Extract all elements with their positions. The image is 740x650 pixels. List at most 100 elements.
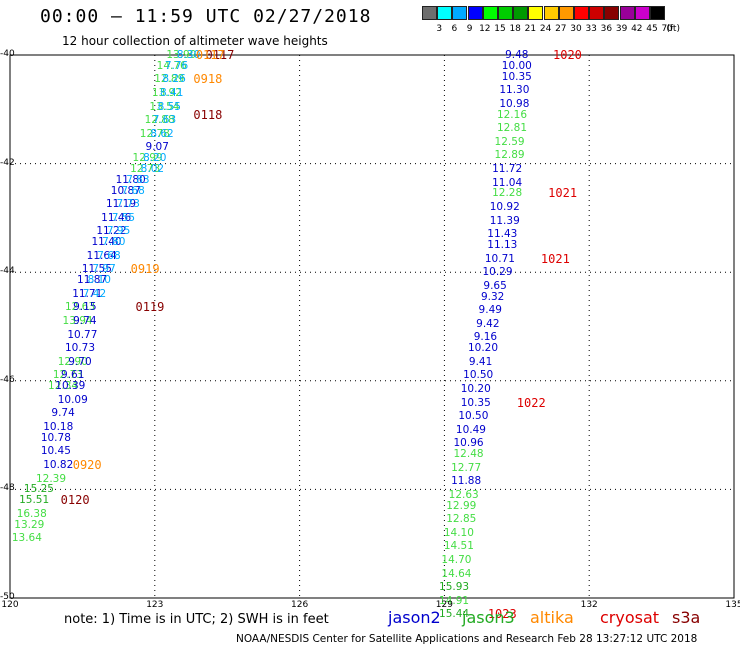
wave-height-label: 10.73 bbox=[64, 341, 96, 354]
note-text: note: 1) Time is in UTC; 2) SWH is in fe… bbox=[64, 612, 329, 627]
wave-height-label: 11.64 bbox=[86, 249, 117, 262]
colorbar-unit: (ft) bbox=[666, 24, 680, 34]
wave-height-label: 11.87 bbox=[77, 274, 108, 287]
wave-height-label: 8.26 bbox=[162, 73, 186, 86]
wave-height-label: 12.81 bbox=[496, 122, 527, 135]
pass-time-label: 1020 bbox=[553, 48, 582, 62]
wave-height-label: 7.63 bbox=[152, 113, 177, 126]
colorbar-label: 42 bbox=[631, 24, 643, 34]
colorbar-swatch bbox=[574, 6, 589, 20]
wave-height-label: 11.04 bbox=[492, 176, 523, 189]
wave-height-map: 13.99 8.30 14.76 7.76 12.89 8.26 13.92 8.41 13.5… bbox=[10, 49, 734, 620]
wave-height-label: 10.87 bbox=[110, 184, 141, 197]
wave-height-label: 12.89 bbox=[154, 73, 185, 86]
legend-jason2: jason2 bbox=[388, 608, 441, 627]
wave-height-label: 8.20 bbox=[143, 151, 167, 164]
map-frame bbox=[9, 54, 735, 599]
wave-height-label: 11.19 bbox=[105, 198, 137, 211]
wave-height-label: 11.43 bbox=[487, 227, 518, 240]
wave-height-label: 9.07 bbox=[145, 141, 169, 154]
legend-altika: altika bbox=[530, 608, 574, 627]
wave-height-label: 9.74 bbox=[73, 314, 97, 327]
colorbar-label: 39 bbox=[615, 24, 628, 34]
wave-height-label: 11.40 bbox=[91, 236, 122, 249]
footer-credit: NOAA/NESDIS Center for Satellite Applica… bbox=[236, 633, 698, 645]
wave-height-label: 7.73 bbox=[116, 198, 140, 211]
wave-height-label: 7.95 bbox=[106, 225, 131, 238]
colorbar-swatch bbox=[604, 6, 620, 20]
wave-height-label: 10.50 bbox=[458, 409, 489, 422]
pass-time-label: 0120 bbox=[60, 493, 90, 508]
wave-height-label: 9.32 bbox=[480, 290, 505, 303]
wave-height-label: 10.39 bbox=[55, 379, 86, 392]
wave-height-label: 13.94 bbox=[62, 314, 93, 327]
pass-time-label: 0919 bbox=[130, 262, 160, 277]
wave-height-label: 15.44 bbox=[439, 608, 470, 621]
colorbar-label: 18 bbox=[509, 24, 521, 34]
colorbar-label: 24 bbox=[539, 24, 552, 34]
wave-height-label: 11.80 bbox=[115, 173, 146, 186]
wave-height-label: 11.71 bbox=[72, 287, 103, 300]
wave-height-label: 12.78 bbox=[139, 127, 170, 140]
colorbar-swatch bbox=[650, 6, 665, 20]
pass-time-label: 0119 bbox=[135, 300, 165, 315]
wave-height-label: 12.73 bbox=[52, 369, 83, 382]
wave-height-label: 7.83 bbox=[126, 173, 150, 186]
wave-height-label: 14.76 bbox=[156, 59, 187, 72]
latitude-tick-label: -42 bbox=[0, 157, 15, 168]
wave-height-label: 12.73 bbox=[130, 162, 161, 175]
wave-height-label: 12.99 bbox=[446, 499, 477, 512]
latitude-tick-label: -46 bbox=[0, 374, 15, 385]
colorbar-label: 30 bbox=[570, 24, 582, 34]
colorbar-swatch bbox=[467, 6, 483, 20]
pass-time-label: 1023 bbox=[487, 607, 517, 622]
wave-height-label: 9.70 bbox=[68, 355, 92, 368]
colorbar-label: 3 bbox=[436, 24, 443, 34]
wave-height-label: 11.22 bbox=[96, 225, 127, 238]
wave-height-label: 7.80 bbox=[102, 236, 126, 249]
legend-jason3: jason3 bbox=[462, 608, 515, 627]
wave-height-label: 12.77 bbox=[451, 461, 482, 474]
wave-height-label: 16.38 bbox=[16, 507, 47, 520]
colorbar-label: 70 bbox=[661, 24, 673, 34]
wave-height-label: 8.41 bbox=[159, 86, 184, 99]
latitude-tick-label: -40 bbox=[0, 49, 15, 59]
colorbar-label: 33 bbox=[585, 24, 597, 34]
wave-height-label: 9.15 bbox=[73, 301, 97, 314]
pass-time-label: 0118 bbox=[193, 107, 223, 122]
wave-height-label: 10.71 bbox=[484, 252, 515, 265]
wave-height-label: 8.02 bbox=[140, 162, 165, 175]
pass-time-label: 1021 bbox=[548, 186, 578, 201]
colorbar-label: 27 bbox=[555, 24, 567, 34]
wave-height-label: 10.77 bbox=[67, 328, 98, 341]
wave-height-label: 12.63 bbox=[64, 301, 96, 314]
wave-height-label: 10.00 bbox=[501, 59, 532, 72]
colorbar-label: 36 bbox=[600, 24, 613, 34]
wave-height-label: 7.42 bbox=[82, 287, 107, 300]
wave-height-label: 15.51 bbox=[19, 494, 50, 506]
wave-height-label: 12.90 bbox=[57, 355, 88, 368]
colorbar-swatch bbox=[589, 6, 605, 20]
wave-height-label: 12.63 bbox=[448, 488, 479, 501]
wave-height-label: 9.61 bbox=[61, 369, 85, 382]
wave-height-label: 12.99 bbox=[132, 151, 163, 164]
wave-height-label: 7.68 bbox=[97, 249, 121, 262]
wave-height-label: 14.10 bbox=[443, 526, 474, 539]
wave-height-label: 11.55 bbox=[81, 263, 112, 276]
wave-height-label: 10.92 bbox=[489, 200, 520, 213]
colorbar-swatch bbox=[452, 6, 468, 20]
colorbar-swatch bbox=[543, 6, 559, 20]
legend-cryosat: cryosat bbox=[600, 608, 660, 627]
longitude-tick-label: 126 bbox=[291, 600, 309, 610]
wave-height-label: 10.45 bbox=[40, 445, 71, 458]
wave-height-label: 9.49 bbox=[478, 303, 502, 316]
wave-height-label: 13.64 bbox=[11, 532, 42, 545]
colorbar-swatch bbox=[528, 6, 544, 20]
pass-time-label: 1021 bbox=[540, 251, 570, 266]
latitude-tick-label: -50 bbox=[0, 592, 15, 602]
wave-height-label: 13.54 bbox=[149, 100, 180, 113]
colorbar-label: 9 bbox=[466, 24, 473, 34]
pass-time-label: 1022 bbox=[516, 395, 546, 410]
wave-height-label: 13.99 bbox=[166, 48, 197, 61]
colorbar-swatch bbox=[422, 6, 437, 20]
